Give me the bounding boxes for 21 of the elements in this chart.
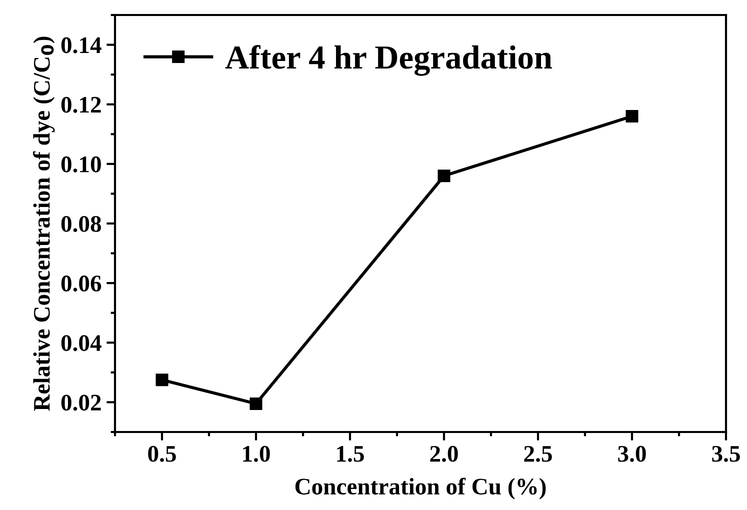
x-tick-label: 3.0 xyxy=(618,446,646,462)
x-tick-label: 0.5 xyxy=(148,446,176,462)
y-tick-label: 0.04 xyxy=(61,335,102,352)
y-tick-label: 0.12 xyxy=(61,96,101,113)
x-tick-label: 3.5 xyxy=(712,446,740,462)
y-tick-label: 0.06 xyxy=(61,276,102,292)
x-tick-label: 1.5 xyxy=(337,446,364,462)
x-axis-title: Concentration of Cu (%) xyxy=(295,478,546,500)
y-tick-label: 0.02 xyxy=(61,394,101,411)
point xyxy=(156,374,168,386)
y-axis-title: Relative Concentration of dye (C/C$_{0}$) xyxy=(32,36,55,411)
y-tick-label: 0.08 xyxy=(61,216,102,232)
point xyxy=(250,397,262,410)
x-tick-label: 1.0 xyxy=(243,446,270,462)
y-tick-label: 0.10 xyxy=(61,156,101,172)
point xyxy=(626,110,638,123)
x-tick-label: 2.0 xyxy=(430,446,458,462)
x-tick-label: 2.5 xyxy=(524,446,552,462)
point xyxy=(438,170,450,182)
legend-label: After 4 hr Degradation xyxy=(225,45,552,76)
y-tick-label: 0.14 xyxy=(61,37,102,54)
